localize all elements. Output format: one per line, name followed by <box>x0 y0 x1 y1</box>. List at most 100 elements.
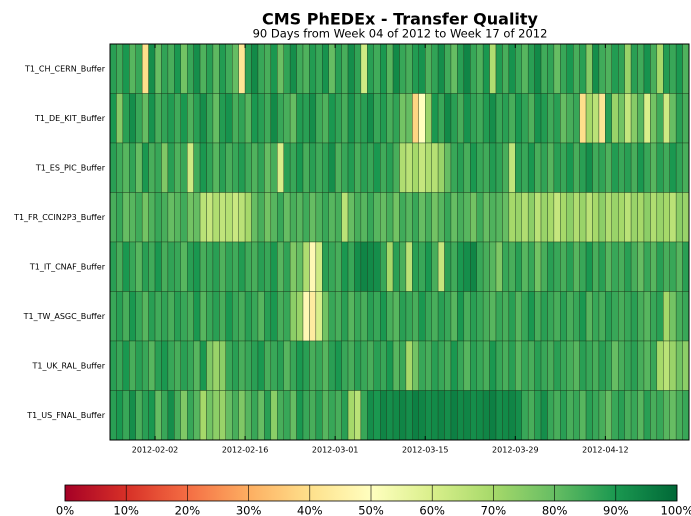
heat-cell <box>116 340 124 391</box>
heat-cell <box>527 390 535 441</box>
heat-cell <box>598 192 606 243</box>
heat-cell <box>643 43 651 94</box>
heat-cell <box>508 192 516 243</box>
heat-cell <box>682 390 690 441</box>
heat-cell <box>624 340 632 391</box>
heat-cell <box>457 340 465 391</box>
heat-cell <box>367 142 374 193</box>
heat-cell <box>489 192 497 243</box>
x-tick-label: 2012-02-16 <box>222 446 269 455</box>
heat-cell <box>573 93 580 144</box>
heat-cell <box>682 192 690 243</box>
heat-cell <box>283 43 291 94</box>
heat-cell <box>553 192 561 243</box>
colorbar-tick-label: 90% <box>603 504 629 516</box>
heat-cell <box>675 192 683 243</box>
heat-cell <box>360 43 368 94</box>
heat-cell <box>206 340 214 391</box>
heat-cell <box>521 93 529 144</box>
heat-cell <box>109 142 117 193</box>
heat-cell <box>257 390 265 441</box>
colorbar-tick-label: 100% <box>661 504 691 516</box>
heat-cell <box>148 241 156 292</box>
heat-cell <box>116 43 124 94</box>
heat-cell <box>341 142 349 193</box>
heat-cell <box>212 390 220 441</box>
heat-cell <box>219 340 227 391</box>
heat-cell <box>109 291 117 342</box>
row-label: T1_TW_ASGC_Buffer <box>23 312 106 321</box>
heat-cell <box>386 192 394 243</box>
heat-cell <box>161 93 169 144</box>
heat-cell <box>244 43 252 94</box>
heat-cell <box>637 291 645 342</box>
heat-cell <box>663 291 670 342</box>
heat-cell <box>264 43 272 94</box>
heat-cell <box>148 340 156 391</box>
heat-cell <box>392 43 400 94</box>
heat-cell <box>309 43 317 94</box>
heat-cell <box>476 93 484 144</box>
heat-cell <box>129 142 136 193</box>
heat-cell <box>225 241 233 292</box>
heat-cell <box>482 241 490 292</box>
heat-cell <box>238 241 246 292</box>
heat-cell <box>257 340 265 391</box>
heat-cell <box>405 291 413 342</box>
heat-cell <box>618 390 625 441</box>
heat-cell <box>592 43 600 94</box>
heat-cell <box>135 43 143 94</box>
heat-cell <box>386 340 394 391</box>
heat-cell <box>148 390 156 441</box>
heat-cell <box>618 142 625 193</box>
heat-cell <box>174 142 181 193</box>
heat-cell <box>386 43 394 94</box>
heat-cell <box>585 142 593 193</box>
heat-cell <box>354 390 362 441</box>
heat-cell <box>489 291 497 342</box>
heat-cell <box>553 390 561 441</box>
heat-cell <box>624 241 632 292</box>
heat-cell <box>193 340 201 391</box>
heat-cell <box>521 142 529 193</box>
heat-cell <box>283 142 291 193</box>
heat-cell <box>219 390 227 441</box>
heat-cell <box>598 43 606 94</box>
heat-cell <box>553 340 561 391</box>
heat-cell <box>540 192 548 243</box>
heat-cell <box>437 291 445 342</box>
heat-cell <box>618 192 625 243</box>
heat-cell <box>534 241 542 292</box>
heat-cell <box>315 142 323 193</box>
heat-cell <box>347 340 355 391</box>
heat-cell <box>186 241 194 292</box>
heat-cell <box>251 241 259 292</box>
heat-cell <box>682 340 690 391</box>
x-tick-label: 2012-03-29 <box>492 446 539 455</box>
heat-cell <box>264 93 272 144</box>
heat-cell <box>167 43 175 94</box>
heat-cell <box>425 43 432 94</box>
heat-cell <box>675 291 683 342</box>
heat-cell <box>186 291 194 342</box>
heat-cell <box>682 93 690 144</box>
heat-cell <box>193 241 201 292</box>
heat-cell <box>315 93 323 144</box>
heat-cell <box>650 291 658 342</box>
heat-cell <box>380 390 387 441</box>
heat-cell <box>675 93 683 144</box>
heat-cell <box>508 241 516 292</box>
heat-cell <box>270 241 278 292</box>
heat-cell <box>592 142 600 193</box>
heat-cell <box>579 142 587 193</box>
heat-cell <box>392 192 400 243</box>
heat-cell <box>251 291 259 342</box>
heat-cell <box>592 241 600 292</box>
heat-cell <box>521 291 529 342</box>
heat-cell <box>122 43 130 94</box>
heat-cell <box>444 192 452 243</box>
heat-cell <box>129 390 136 441</box>
heat-cell <box>508 291 516 342</box>
heat-cell <box>373 93 381 144</box>
